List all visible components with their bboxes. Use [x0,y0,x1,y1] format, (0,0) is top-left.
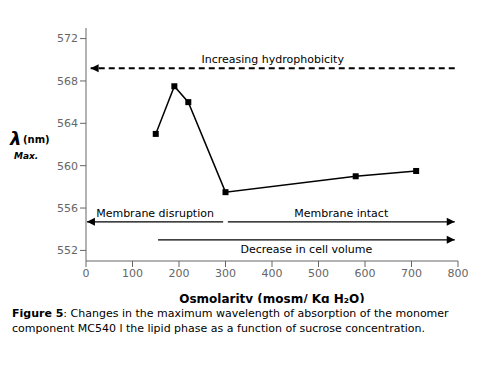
svg-text:400: 400 [262,267,283,280]
svg-text:700: 700 [401,267,422,280]
svg-text:800: 800 [448,267,469,280]
html-text:Figure 5: Changes in the maxim: Figure 5: Changes in the maximum wavelen… [12,307,449,335]
svg-text:556: 556 [57,202,78,215]
svg-text:560: 560 [57,160,78,173]
svg-text:200: 200 [169,267,190,280]
svg-text:Decrease in cell volume: Decrease in cell volume [241,243,373,256]
svg-text:100: 100 [122,267,143,280]
svg-text:500: 500 [308,267,329,280]
svg-text:552: 552 [57,244,78,257]
svg-text:(nm): (nm) [23,134,50,145]
svg-text:568: 568 [57,75,78,88]
svg-text:Max.: Max. [14,151,38,161]
svg-text:0: 0 [83,267,90,280]
svg-text:564: 564 [57,117,78,130]
svg-text:Increasing hydrophobicity: Increasing hydrophobicity [201,53,344,66]
svg-text:572: 572 [57,32,78,45]
svg-text:Membrane intact: Membrane intact [294,207,389,220]
svg-text:Osmolarity (mosm/ Kg H₂O): Osmolarity (mosm/ Kg H₂O) [179,292,365,303]
svg-text:Membrane disruption: Membrane disruption [96,207,214,220]
svg-text:600: 600 [355,267,376,280]
svg-text:λ: λ [9,128,21,149]
svg-text:300: 300 [215,267,236,280]
